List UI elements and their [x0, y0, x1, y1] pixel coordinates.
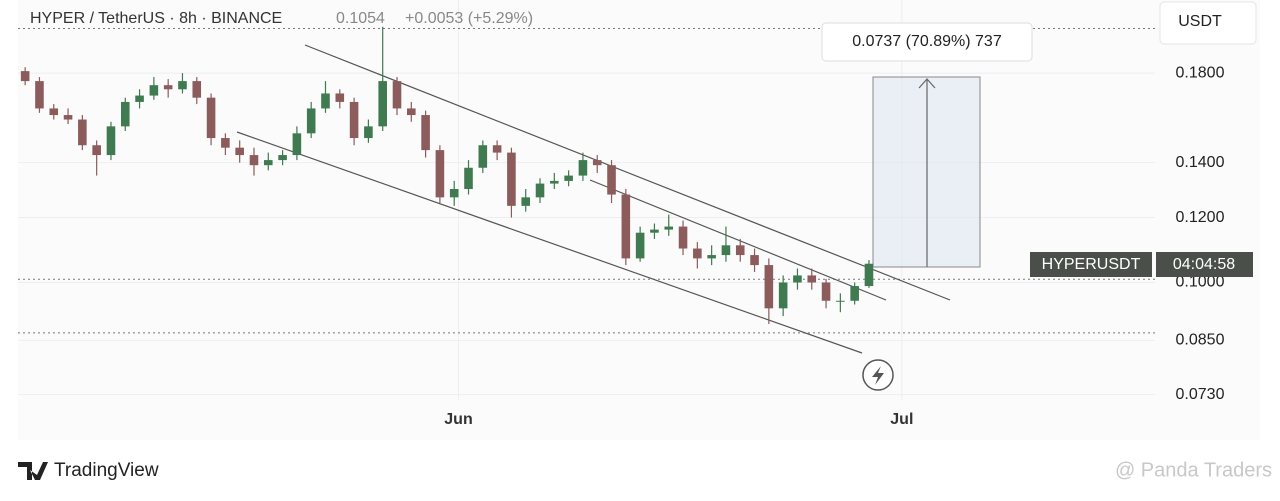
candle-body [35, 81, 44, 109]
candle-body [678, 226, 688, 249]
y-tick-label: 0.1800 [1176, 64, 1225, 81]
candle-body [864, 263, 874, 287]
chart-frame [18, 0, 1260, 440]
candle-body [292, 133, 302, 156]
candle-body [321, 93, 330, 109]
brand: TradingView [54, 460, 159, 481]
price-change: +0.0053 (+5.29%) [405, 10, 533, 27]
candle-body [578, 160, 588, 176]
candle-body [378, 81, 387, 127]
candle-body [92, 145, 101, 156]
candle-body [435, 150, 445, 198]
candle-body [407, 108, 416, 116]
symbol-tag: HYPERUSDT [1042, 256, 1141, 273]
candle-body [349, 101, 359, 139]
candle-body [478, 145, 488, 168]
candle-body [63, 115, 73, 120]
y-tick-label: 0.0850 [1176, 332, 1225, 349]
candle-body [664, 226, 674, 230]
symbol-tag-box [1030, 252, 1152, 277]
candle-body [278, 155, 287, 161]
candle-body [693, 248, 702, 259]
candle-body [850, 286, 859, 301]
candle-body [364, 126, 373, 139]
candle-body [707, 255, 716, 259]
candle-body [721, 245, 731, 256]
candle-body [135, 95, 144, 102]
measure-label: 0.0737 (70.89%) 737 [852, 33, 1002, 50]
brand-logo [18, 462, 48, 480]
channel-upper [304, 44, 951, 301]
candle-body [735, 245, 745, 256]
candle-body [263, 160, 273, 166]
candle-body [607, 165, 616, 195]
candle-body [650, 229, 659, 233]
candle-body [49, 108, 59, 116]
candle-body [449, 189, 459, 198]
candle-body [592, 160, 602, 166]
measure-arrowhead [918, 78, 936, 89]
candle-body [807, 275, 817, 283]
candle-body [206, 97, 216, 139]
candle-body [221, 138, 230, 148]
candle-body [178, 81, 187, 90]
candle-body [20, 71, 30, 82]
candle-body [507, 152, 516, 206]
chart-title: HYPER / TetherUS · 8h · BINANCE [30, 10, 282, 27]
channel-mid [589, 179, 887, 301]
candle-body [564, 175, 573, 181]
candle-body [621, 194, 631, 259]
candle-body [78, 119, 87, 146]
candle-body [793, 275, 802, 283]
candle-body [149, 85, 159, 96]
candle-body [106, 126, 116, 156]
candle-body [550, 180, 559, 184]
axis-label-box[interactable] [1159, 1, 1257, 45]
candle-body [635, 232, 645, 259]
candle-body [535, 183, 545, 198]
watermark: @ Panda Traders [1115, 459, 1272, 481]
candle-body [163, 85, 173, 90]
alert-icon-bolt [872, 366, 884, 385]
candle-body [750, 255, 759, 266]
candle-body [306, 108, 316, 134]
candle-body [249, 155, 259, 166]
y-tick-label: 0.1400 [1176, 154, 1225, 171]
measure-label-box [821, 22, 1033, 62]
candle-body [392, 81, 402, 109]
candle-body [778, 282, 788, 309]
y-tick-label: 0.1200 [1176, 209, 1225, 226]
candle-body [764, 265, 774, 309]
axis-label: USDT [1178, 13, 1222, 30]
candle-body [335, 93, 345, 102]
candle-body [836, 300, 845, 302]
candle-body [521, 197, 531, 206]
candle-body [120, 101, 130, 127]
last-price: 0.1054 [336, 10, 385, 27]
x-tick-label: Jul [890, 411, 913, 428]
candle-body [464, 167, 473, 190]
candle-body [235, 147, 244, 156]
countdown: 04:04:58 [1173, 256, 1235, 273]
channel-lower [236, 131, 863, 354]
x-tick-label: Jun [444, 411, 472, 428]
candle-body [192, 81, 202, 98]
candle-body [821, 282, 831, 301]
y-tick-label: 0.0730 [1176, 386, 1225, 403]
candle-body [421, 115, 430, 151]
y-tick-label: 0.1000 [1176, 274, 1225, 291]
countdown-box [1156, 252, 1253, 277]
candle-body [492, 145, 502, 153]
